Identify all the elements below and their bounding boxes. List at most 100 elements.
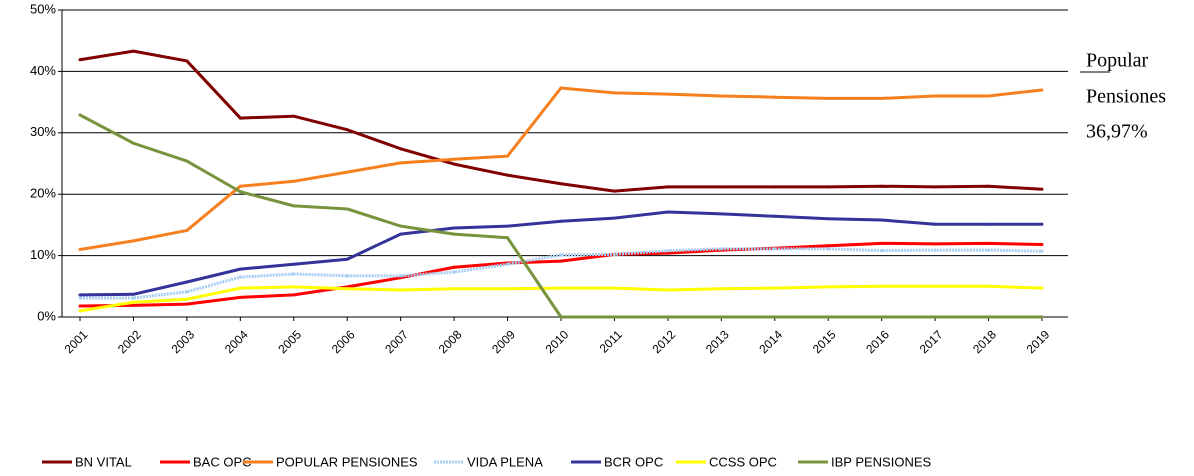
point <box>399 288 403 292</box>
point <box>719 94 723 98</box>
point <box>452 265 456 269</box>
point <box>612 216 616 220</box>
legend-label: POPULAR PENSIONES <box>276 454 418 469</box>
point <box>880 249 884 253</box>
point <box>506 287 510 291</box>
y-tick-label: 40% <box>30 63 56 78</box>
point <box>987 241 991 245</box>
legend-label: BCR OPC <box>604 454 663 469</box>
y-tick-label: 10% <box>30 247 56 262</box>
point <box>559 182 563 186</box>
point <box>773 95 777 99</box>
point <box>666 92 670 96</box>
x-tick-label: 2006 <box>329 327 358 356</box>
point <box>506 236 510 240</box>
point <box>345 170 349 174</box>
series-line <box>79 86 1043 251</box>
point <box>238 190 242 194</box>
point <box>1040 88 1044 92</box>
point <box>559 86 563 90</box>
point <box>131 300 135 304</box>
point <box>238 286 242 290</box>
point <box>78 293 82 297</box>
point <box>719 247 723 251</box>
point <box>506 262 510 266</box>
point <box>238 295 242 299</box>
point <box>773 286 777 290</box>
point <box>826 315 830 319</box>
annotation: 36,97% <box>1086 121 1148 143</box>
x-tick-label: 2012 <box>649 327 678 356</box>
point <box>185 290 189 294</box>
point <box>773 247 777 251</box>
x-tick-label: 2004 <box>222 327 251 356</box>
point <box>345 287 349 291</box>
point <box>719 315 723 319</box>
x-tick-label: 2014 <box>756 327 785 356</box>
point <box>452 226 456 230</box>
point <box>559 286 563 290</box>
x-tick-label: 2018 <box>970 327 999 356</box>
point <box>399 232 403 236</box>
point <box>1040 243 1044 247</box>
point <box>612 91 616 95</box>
point <box>719 212 723 216</box>
point <box>773 214 777 218</box>
point <box>238 184 242 188</box>
point <box>559 259 563 263</box>
point <box>880 315 884 319</box>
point <box>185 59 189 63</box>
x-tick-label: 2008 <box>436 327 465 356</box>
point <box>559 315 563 319</box>
point <box>1040 187 1044 191</box>
point <box>773 315 777 319</box>
point <box>399 147 403 151</box>
point <box>185 228 189 232</box>
legend-label: IBP PENSIONES <box>831 454 932 469</box>
point <box>452 232 456 236</box>
point <box>185 297 189 301</box>
x-tick-label: 2002 <box>115 327 144 356</box>
point <box>987 94 991 98</box>
point <box>292 114 296 118</box>
point <box>131 303 135 307</box>
point <box>1040 222 1044 226</box>
point <box>131 49 135 53</box>
point <box>185 159 189 163</box>
point <box>1040 315 1044 319</box>
legend-label: BN VITAL <box>75 454 132 469</box>
point <box>666 251 670 255</box>
point <box>666 185 670 189</box>
point <box>612 189 616 193</box>
annotation: Pensiones <box>1086 86 1166 108</box>
point <box>933 315 937 319</box>
point <box>933 94 937 98</box>
point <box>238 116 242 120</box>
x-tick-label: 2010 <box>543 327 572 356</box>
point <box>452 157 456 161</box>
x-tick-label: 2015 <box>810 327 839 356</box>
point <box>452 287 456 291</box>
point <box>345 207 349 211</box>
x-tick-label: 2005 <box>275 327 304 356</box>
point <box>292 179 296 183</box>
point <box>666 315 670 319</box>
point <box>880 96 884 100</box>
point <box>987 184 991 188</box>
point <box>987 284 991 288</box>
series-line <box>79 241 1043 308</box>
x-tick-label: 2017 <box>917 327 946 356</box>
series-line <box>79 49 1043 193</box>
point <box>773 185 777 189</box>
point <box>612 286 616 290</box>
point <box>78 247 82 251</box>
point <box>933 284 937 288</box>
point <box>987 222 991 226</box>
point <box>666 210 670 214</box>
point <box>880 184 884 188</box>
point <box>292 285 296 289</box>
point <box>506 173 510 177</box>
x-tick-label: 2013 <box>703 327 732 356</box>
point <box>612 315 616 319</box>
